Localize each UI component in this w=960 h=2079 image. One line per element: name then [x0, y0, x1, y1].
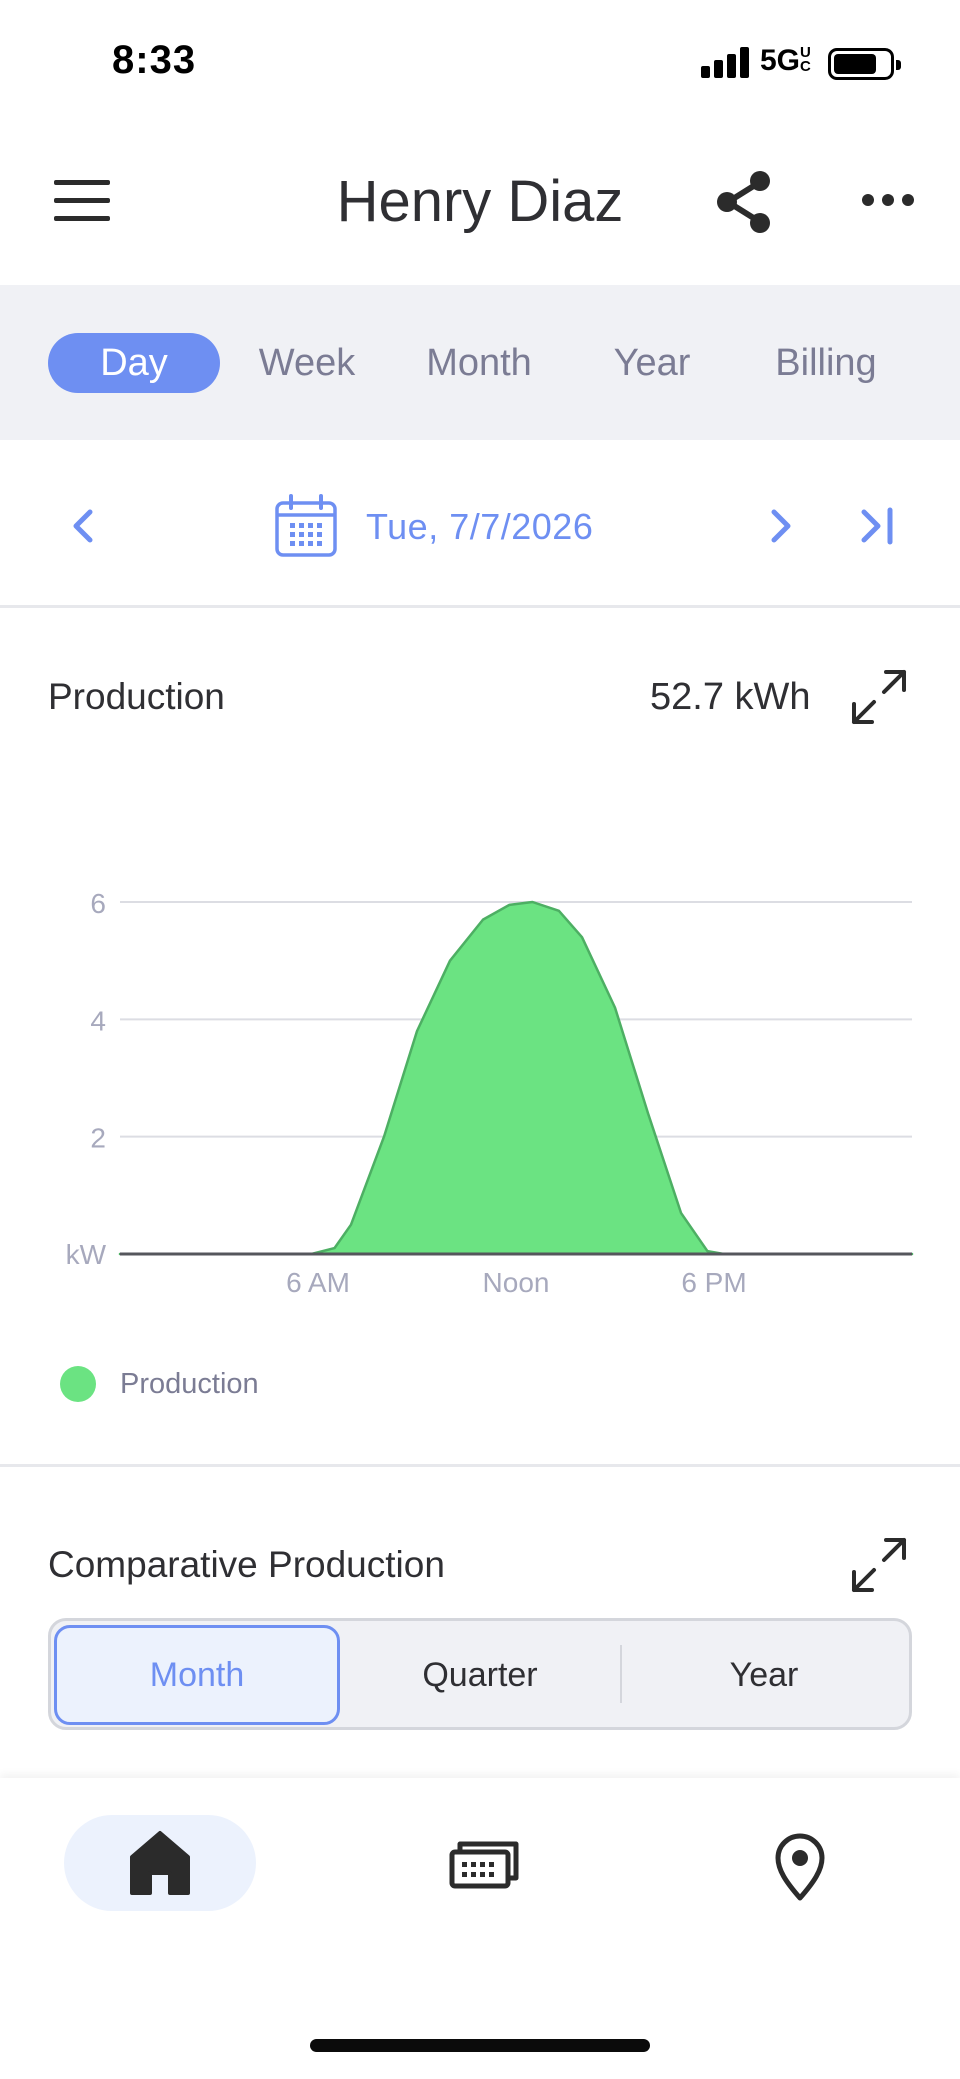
nav-meter-button[interactable] — [432, 1822, 528, 1906]
expand-production-button[interactable] — [848, 666, 910, 728]
home-icon — [130, 1831, 190, 1895]
location-pin-icon — [775, 1833, 825, 1901]
next-date-button[interactable] — [760, 504, 800, 548]
skip-to-end-icon — [861, 507, 893, 545]
production-chart: 2 4 6 kW 6 AM Noon 6 PM — [66, 888, 914, 1298]
y-tick-label: 2 — [90, 1123, 106, 1154]
hamburger-icon-line — [54, 180, 110, 185]
previous-date-button[interactable] — [64, 504, 104, 548]
calendar-icon — [275, 494, 337, 557]
more-icon-dot — [882, 194, 894, 206]
segment-month[interactable]: Month — [54, 1625, 340, 1725]
expand-comparative-button[interactable] — [848, 1534, 910, 1596]
hamburger-icon-line — [54, 198, 110, 203]
nav-location-button[interactable] — [752, 1822, 848, 1906]
more-icon-dot — [902, 194, 914, 206]
tab-year[interactable]: Year — [613, 341, 691, 384]
battery-icon — [828, 48, 901, 80]
y-tick-label: 4 — [90, 1005, 106, 1036]
expand-icon — [852, 1538, 906, 1592]
tab-week[interactable]: Week — [258, 341, 356, 384]
share-button[interactable] — [714, 170, 774, 234]
production-title: Production — [48, 676, 225, 717]
cell-signal-icon — [701, 46, 751, 78]
section-divider — [0, 1464, 960, 1467]
share-icon — [717, 171, 770, 233]
legend-production-label: Production — [120, 1368, 259, 1400]
y-axis-unit: kW — [66, 1239, 107, 1270]
tab-month[interactable]: Month — [426, 341, 532, 384]
meter-icon — [449, 1841, 519, 1889]
comparative-title: Comparative Production — [48, 1544, 445, 1585]
tab-day[interactable]: Day — [48, 333, 220, 393]
x-tick-label: Noon — [483, 1267, 550, 1298]
x-tick-label: 6 AM — [286, 1267, 350, 1298]
segment-separator — [620, 1645, 622, 1703]
home-indicator — [310, 2039, 650, 2052]
calendar-button[interactable] — [274, 494, 338, 558]
more-options-button[interactable] — [862, 194, 914, 208]
chevron-right-icon — [771, 509, 791, 543]
production-total: 52.7 kWh — [650, 676, 811, 718]
x-tick-label: 6 PM — [681, 1267, 746, 1298]
date-navigator — [0, 440, 960, 608]
network-indicator: 5GUC — [760, 44, 816, 78]
hamburger-icon-line — [54, 216, 110, 221]
network-type: 5G — [760, 44, 801, 77]
status-time: 8:33 — [112, 38, 197, 82]
chevron-left-icon — [73, 509, 93, 543]
production-area-series — [118, 900, 914, 1256]
legend-production-swatch — [60, 1366, 96, 1402]
page-title: Henry Diaz — [336, 169, 624, 234]
expand-icon — [852, 670, 906, 724]
segment-year[interactable]: Year — [729, 1655, 799, 1694]
jump-to-today-button[interactable] — [856, 504, 900, 548]
menu-button[interactable] — [54, 180, 112, 222]
nav-home-button[interactable] — [64, 1815, 256, 1911]
tab-billing[interactable]: Billing — [775, 341, 877, 384]
segment-quarter[interactable]: Quarter — [422, 1655, 538, 1694]
y-tick-label: 6 — [90, 888, 106, 919]
more-icon-dot — [862, 194, 874, 206]
network-suffix: UC — [800, 44, 811, 75]
selected-date[interactable]: Tue, 7/7/2026 — [366, 506, 594, 547]
